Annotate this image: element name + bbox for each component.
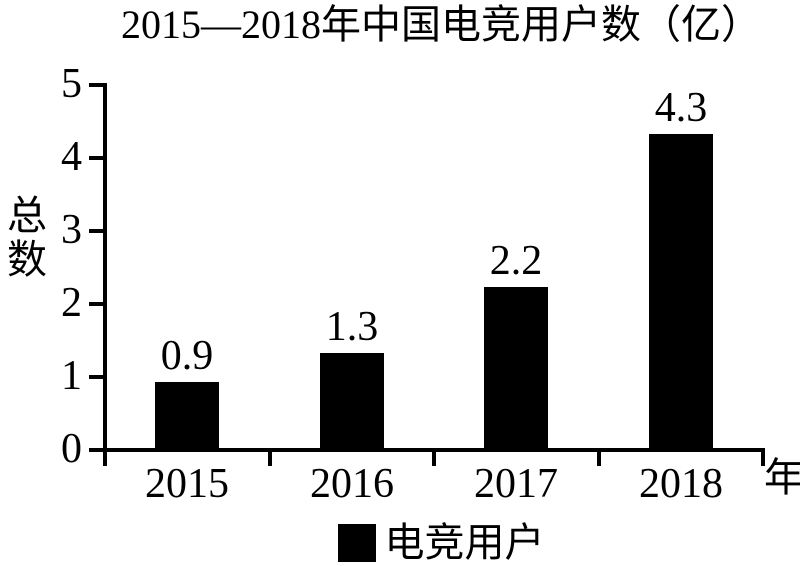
x-tick-label: 2017 — [474, 461, 558, 507]
y-tick-label: 1 — [61, 353, 82, 399]
y-tick — [89, 156, 103, 160]
bar — [155, 382, 219, 448]
chart-title: 2015—2018年中国电竞用户数（亿） — [121, 2, 761, 47]
legend-label: 电竞用户 — [384, 520, 545, 565]
bar-value-label: 1.3 — [325, 304, 379, 350]
y-tick-label: 2 — [61, 280, 82, 326]
legend: 电竞用户 — [82, 522, 800, 564]
y-tick — [89, 448, 103, 452]
y-axis-title: 总数 — [7, 193, 47, 282]
x-tick-label: 2016 — [310, 461, 394, 507]
y-tick — [89, 229, 103, 233]
y-tick-label: 4 — [61, 134, 82, 180]
bar-value-label: 0.9 — [160, 333, 214, 379]
y-tick — [89, 375, 103, 379]
y-tick — [89, 83, 103, 87]
y-tick-label: 5 — [61, 61, 82, 107]
y-axis-line — [103, 83, 107, 466]
x-tick — [596, 448, 601, 466]
bar — [320, 353, 384, 448]
x-axis-title: 年 — [764, 455, 800, 500]
x-tick — [267, 448, 272, 466]
x-tick-label: 2015 — [145, 461, 229, 507]
legend-swatch — [337, 524, 376, 562]
x-tick — [761, 448, 765, 466]
bar-value-label: 4.3 — [654, 85, 708, 131]
x-tick — [432, 448, 436, 466]
bar-value-label: 2.2 — [489, 238, 543, 284]
x-tick-label: 2018 — [639, 461, 723, 507]
y-tick-label: 0 — [61, 426, 82, 472]
x-tick — [103, 448, 107, 466]
y-tick-label: 3 — [61, 207, 82, 253]
y-tick — [89, 302, 103, 306]
bar — [484, 287, 548, 448]
bar — [649, 134, 713, 448]
